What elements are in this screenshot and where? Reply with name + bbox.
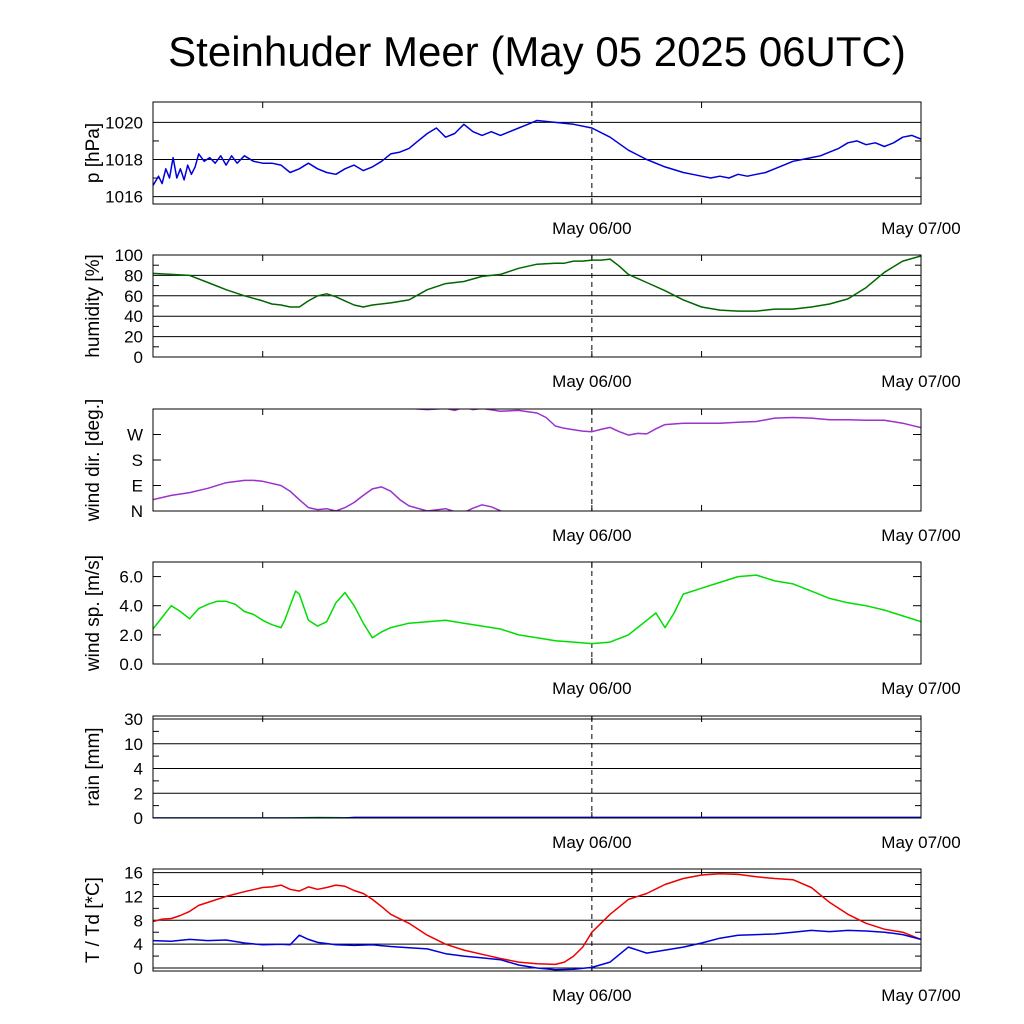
series-temperature-1 (153, 929, 921, 971)
y-tick-label: 20 (124, 328, 143, 347)
y-tick-label: 30 (124, 710, 143, 729)
series-pressure-0 (153, 119, 921, 186)
x-tick-label: May 07/00 (881, 833, 960, 852)
panel-frame (152, 561, 922, 665)
x-tick-label: May 06/00 (552, 372, 631, 391)
y-axis-label: T / Td [*C] (83, 877, 104, 963)
y-tick-label: W (127, 426, 143, 445)
y-axis-label: humidity [%] (83, 254, 104, 357)
y-tick-label: 10 (124, 735, 143, 754)
y-axis-label: p [hPa] (83, 123, 104, 183)
y-tick-label: 1020 (105, 113, 143, 132)
x-tick-label: May 07/00 (881, 372, 960, 391)
y-tick-label: 1018 (105, 150, 143, 169)
y-tick-label: 0 (134, 959, 143, 978)
panel-frame (152, 868, 922, 972)
x-tick-label: May 06/00 (552, 679, 631, 698)
y-tick-label: 100 (115, 246, 143, 265)
y-tick-label: 2 (134, 784, 143, 803)
panel-frame (152, 254, 922, 358)
y-tick-label: E (132, 477, 143, 496)
y-tick-label: 8 (134, 911, 143, 930)
y-tick-label: 4 (134, 935, 143, 954)
series-humidity-0 (153, 255, 921, 312)
x-tick-label: May 06/00 (552, 219, 631, 238)
y-tick-label: 1016 (105, 188, 143, 207)
x-tick-label: May 06/00 (552, 986, 631, 1005)
y-tick-label: 40 (124, 307, 143, 326)
y-tick-label: S (132, 451, 143, 470)
y-tick-label: 2.0 (119, 626, 143, 645)
y-tick-label: 0 (134, 809, 143, 828)
y-tick-label: 60 (124, 287, 143, 306)
panel-temperature: 0 4 8 12 16 T / Td [*C] May 06/00 May 07/00 (83, 864, 961, 1005)
panel-frame (152, 101, 922, 205)
y-tick-label: 0.0 (119, 655, 143, 674)
panel-wind_speed: 0.0 2.0 4.0 6.0 wind sp. [m/s] May 06/00 May 0… (83, 555, 961, 698)
series-temperature-0 (153, 873, 921, 966)
chart-title: Steinhuder Meer (May 05 2025 06UTC) (168, 28, 906, 75)
x-tick-label: May 06/00 (552, 833, 631, 852)
y-tick-label: 6.0 (119, 568, 143, 587)
y-axis-label: rain [mm] (83, 727, 104, 806)
y-tick-label: 4.0 (119, 597, 143, 616)
y-tick-label: 12 (124, 887, 143, 906)
y-tick-label: 0 (134, 348, 143, 367)
x-tick-label: May 07/00 (881, 219, 960, 238)
y-tick-label: 80 (124, 266, 143, 285)
x-tick-label: May 06/00 (552, 526, 631, 545)
y-tick-label: N (131, 502, 143, 521)
y-tick-label: 16 (124, 864, 143, 883)
x-tick-label: May 07/00 (881, 679, 960, 698)
x-tick-label: May 07/00 (881, 526, 960, 545)
y-axis-label: wind sp. [m/s] (83, 555, 104, 672)
y-tick-label: 4 (134, 760, 143, 779)
panel-frame (152, 408, 922, 512)
y-axis-label: wind dir. [deg.] (83, 399, 104, 523)
x-tick-label: May 07/00 (881, 986, 960, 1005)
panel-rain: 0 2 4 10 30 rain [mm] May 06/00 May 07/00 (83, 710, 961, 852)
series-wind_direction-0 (153, 479, 503, 511)
series-wind_direction-1 (408, 409, 921, 436)
series-wind_speed-0 (153, 574, 921, 645)
panel-frame (152, 715, 922, 819)
